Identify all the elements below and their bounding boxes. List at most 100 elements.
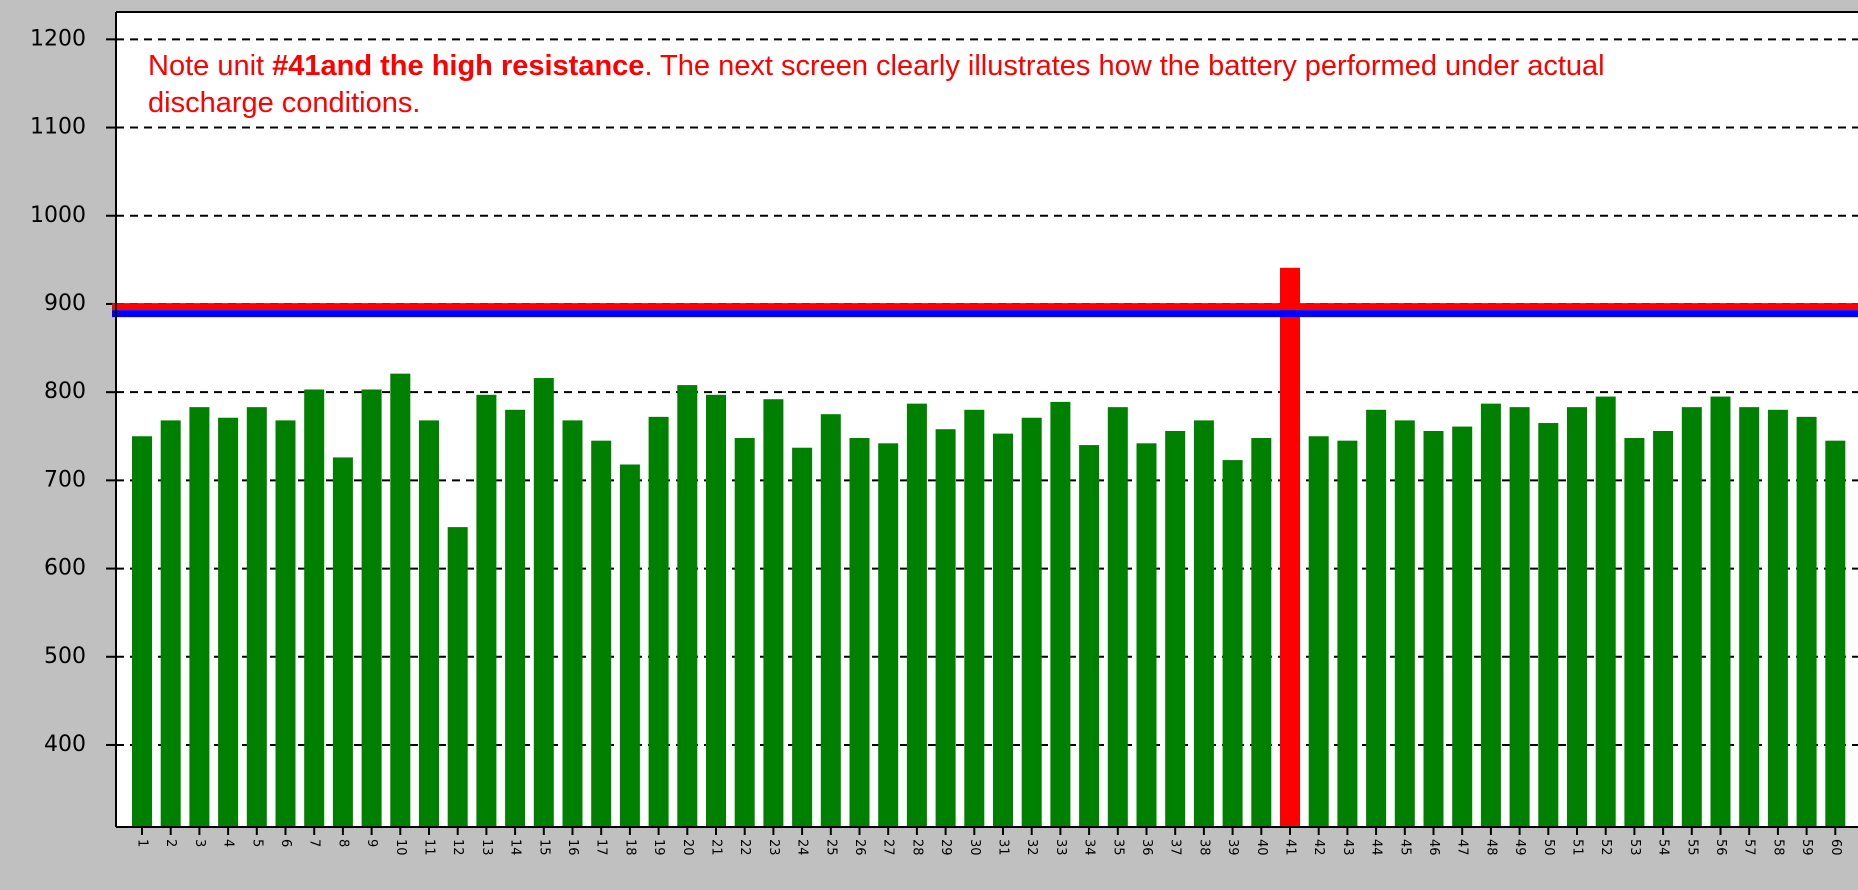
y-tick-label: 1200 xyxy=(30,26,86,51)
x-tick-label: 40 xyxy=(1254,839,1269,856)
x-tick-label: 17 xyxy=(594,839,609,856)
bar xyxy=(447,527,468,827)
x-tick-label: 29 xyxy=(938,839,953,856)
x-tick-label: 15 xyxy=(536,839,551,856)
x-tick-label: 14 xyxy=(508,839,523,856)
x-tick-label: 51 xyxy=(1570,839,1585,856)
bar xyxy=(1825,440,1846,827)
x-tick-label: 54 xyxy=(1656,839,1671,856)
x-tick-label: 50 xyxy=(1541,839,1556,856)
bar xyxy=(1021,417,1042,827)
x-tick-label: 57 xyxy=(1742,839,1757,856)
x-tick-label: 13 xyxy=(479,839,494,856)
x-tick-label: 38 xyxy=(1196,839,1211,856)
bar xyxy=(1165,430,1186,827)
y-tick-label: 700 xyxy=(44,467,86,492)
bar xyxy=(390,373,411,827)
x-tick-label: 41 xyxy=(1283,839,1298,856)
x-tick-label: 28 xyxy=(909,839,924,856)
bar xyxy=(1394,420,1415,827)
x-tick-label: 45 xyxy=(1397,839,1412,856)
bar xyxy=(993,433,1013,827)
x-tick-label: 36 xyxy=(1139,839,1154,856)
x-tick-label: 37 xyxy=(1168,839,1183,856)
x-tick-label: 43 xyxy=(1340,839,1355,856)
y-tick-label: 1100 xyxy=(30,115,86,140)
bar xyxy=(648,416,669,827)
bar xyxy=(906,403,927,827)
bar xyxy=(1079,445,1100,827)
bar xyxy=(160,420,181,827)
bar xyxy=(246,407,267,827)
y-tick-label: 400 xyxy=(44,732,86,757)
annotation-text: . The next screen clearly illustrates ho… xyxy=(644,50,1605,82)
x-tick-label: 20 xyxy=(680,839,695,856)
bar xyxy=(1739,407,1760,827)
bar xyxy=(562,420,583,827)
bar xyxy=(1107,407,1128,827)
bar xyxy=(304,389,325,827)
bar xyxy=(677,385,698,827)
x-tick-label: 39 xyxy=(1225,839,1240,856)
bar xyxy=(1480,403,1501,827)
bar xyxy=(218,417,239,827)
x-tick-label: 22 xyxy=(737,839,752,856)
bar xyxy=(1538,423,1559,827)
x-tick-label: 26 xyxy=(852,839,867,856)
bar xyxy=(763,399,784,827)
bar xyxy=(820,414,841,827)
bar xyxy=(1308,436,1329,827)
x-tick-label: 58 xyxy=(1770,839,1785,856)
bar xyxy=(1509,407,1530,827)
x-tick-label: 48 xyxy=(1483,839,1498,856)
x-tick-label: 34 xyxy=(1082,839,1097,856)
x-tick-label: 55 xyxy=(1684,839,1699,856)
bar xyxy=(332,457,353,827)
bar xyxy=(476,394,497,827)
y-tick-label: 1000 xyxy=(30,203,86,228)
bar xyxy=(275,420,296,827)
x-tick-label: 27 xyxy=(881,839,896,856)
x-tick-label: 8 xyxy=(335,839,350,847)
bar xyxy=(1624,438,1645,827)
x-tick-label: 53 xyxy=(1627,839,1642,856)
y-tick-label: 800 xyxy=(44,379,86,404)
bar xyxy=(132,436,152,827)
x-tick-label: 25 xyxy=(823,839,838,856)
y-tick-label: 500 xyxy=(44,644,86,669)
x-tick-label: 7 xyxy=(307,839,322,847)
x-tick-label: 42 xyxy=(1311,839,1326,856)
annotation: Note unit #41and the high resistance. Th… xyxy=(148,48,1605,122)
x-tick-label: 4 xyxy=(221,839,236,847)
bar xyxy=(189,407,210,827)
bar xyxy=(619,464,640,827)
x-tick-label: 19 xyxy=(651,839,666,856)
y-tick-label: 600 xyxy=(44,556,86,581)
x-tick-label: 31 xyxy=(996,839,1011,856)
x-tick-label: 3 xyxy=(192,839,207,847)
x-tick-label: 35 xyxy=(1110,839,1125,856)
bar xyxy=(1681,407,1702,827)
bar xyxy=(505,409,526,827)
x-tick-label: 21 xyxy=(709,839,724,856)
bar xyxy=(1767,409,1788,827)
x-tick-label: 33 xyxy=(1053,839,1068,856)
bar xyxy=(1796,416,1817,827)
bar xyxy=(1337,440,1358,827)
x-tick-label: 23 xyxy=(766,839,781,856)
x-tick-label: 5 xyxy=(249,839,264,847)
x-tick-label: 24 xyxy=(795,839,810,856)
bar xyxy=(1050,401,1071,827)
bar xyxy=(1280,267,1300,827)
x-tick-label: 60 xyxy=(1828,839,1843,856)
bar xyxy=(849,438,870,827)
x-tick-label: 47 xyxy=(1455,839,1470,856)
annotation-bold: #41and the high resistance xyxy=(272,50,645,82)
bar xyxy=(964,409,985,827)
bar xyxy=(734,438,755,827)
bar xyxy=(706,394,726,827)
x-tick-label: 10 xyxy=(393,839,408,856)
x-tick-label: 6 xyxy=(278,839,293,847)
